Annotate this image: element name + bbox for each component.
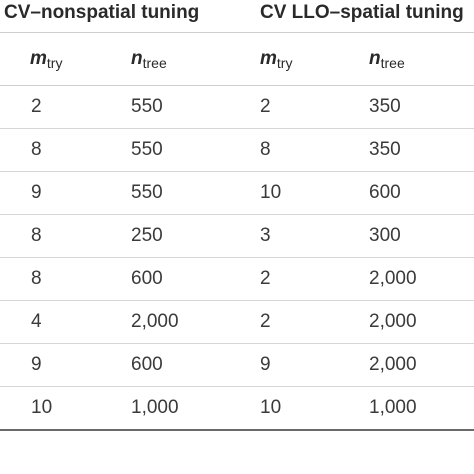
table-row: 10 1,000 10 1,000 <box>0 386 474 431</box>
tuning-results-table: CV–nonspatial tuning CV LLO–spatial tuni… <box>0 0 474 431</box>
cell-mtry-nonspatial: 10 <box>0 386 100 431</box>
cell-mtry-spatial: 10 <box>245 171 351 215</box>
cell-mtry-nonspatial: 9 <box>0 343 100 387</box>
cell-mtry-spatial: 10 <box>245 386 351 431</box>
cell-ntree-nonspatial: 2,000 <box>100 300 245 344</box>
table-header: CV–nonspatial tuning CV LLO–spatial tuni… <box>0 0 474 86</box>
group-header-spatial: CV LLO–spatial tuning <box>245 0 474 33</box>
table-body: 2 550 2 350 8 550 8 350 9 550 10 600 8 2… <box>0 85 474 431</box>
group-header-row: CV–nonspatial tuning CV LLO–spatial tuni… <box>0 0 474 33</box>
cell-ntree-spatial: 2,000 <box>351 257 474 301</box>
table-row: 8 250 3 300 <box>0 214 474 258</box>
cell-mtry-spatial: 2 <box>245 85 351 129</box>
cell-mtry-nonspatial: 8 <box>0 214 100 258</box>
cell-ntree-nonspatial: 250 <box>100 214 245 258</box>
cell-ntree-nonspatial: 1,000 <box>100 386 245 431</box>
cell-mtry-spatial: 2 <box>245 300 351 344</box>
table-row: 4 2,000 2 2,000 <box>0 300 474 344</box>
column-header-ntree-nonspatial: ntree <box>100 32 245 86</box>
column-header-mtry-nonspatial: mtry <box>0 32 100 86</box>
cell-mtry-nonspatial: 8 <box>0 128 100 172</box>
cell-ntree-spatial: 300 <box>351 214 474 258</box>
table-row: 8 550 8 350 <box>0 128 474 172</box>
table-row: 9 550 10 600 <box>0 171 474 215</box>
column-header-row: mtry ntree mtry ntree <box>0 32 474 86</box>
group-header-nonspatial: CV–nonspatial tuning <box>0 0 245 33</box>
cell-mtry-nonspatial: 9 <box>0 171 100 215</box>
cell-ntree-spatial: 350 <box>351 85 474 129</box>
table-row: 8 600 2 2,000 <box>0 257 474 301</box>
cell-ntree-nonspatial: 550 <box>100 128 245 172</box>
cell-mtry-spatial: 9 <box>245 343 351 387</box>
cell-mtry-nonspatial: 2 <box>0 85 100 129</box>
cell-ntree-nonspatial: 600 <box>100 257 245 301</box>
cell-ntree-nonspatial: 550 <box>100 85 245 129</box>
cell-mtry-spatial: 3 <box>245 214 351 258</box>
results-table-container: CV–nonspatial tuning CV LLO–spatial tuni… <box>0 0 474 431</box>
cell-ntree-spatial: 350 <box>351 128 474 172</box>
cell-ntree-spatial: 600 <box>351 171 474 215</box>
cell-ntree-spatial: 2,000 <box>351 343 474 387</box>
cell-mtry-spatial: 2 <box>245 257 351 301</box>
cell-mtry-nonspatial: 4 <box>0 300 100 344</box>
table-row: 2 550 2 350 <box>0 85 474 129</box>
column-header-ntree-spatial: ntree <box>351 32 474 86</box>
table-row: 9 600 9 2,000 <box>0 343 474 387</box>
cell-ntree-spatial: 1,000 <box>351 386 474 431</box>
cell-mtry-spatial: 8 <box>245 128 351 172</box>
column-header-mtry-spatial: mtry <box>245 32 351 86</box>
cell-ntree-nonspatial: 600 <box>100 343 245 387</box>
cell-mtry-nonspatial: 8 <box>0 257 100 301</box>
cell-ntree-nonspatial: 550 <box>100 171 245 215</box>
cell-ntree-spatial: 2,000 <box>351 300 474 344</box>
